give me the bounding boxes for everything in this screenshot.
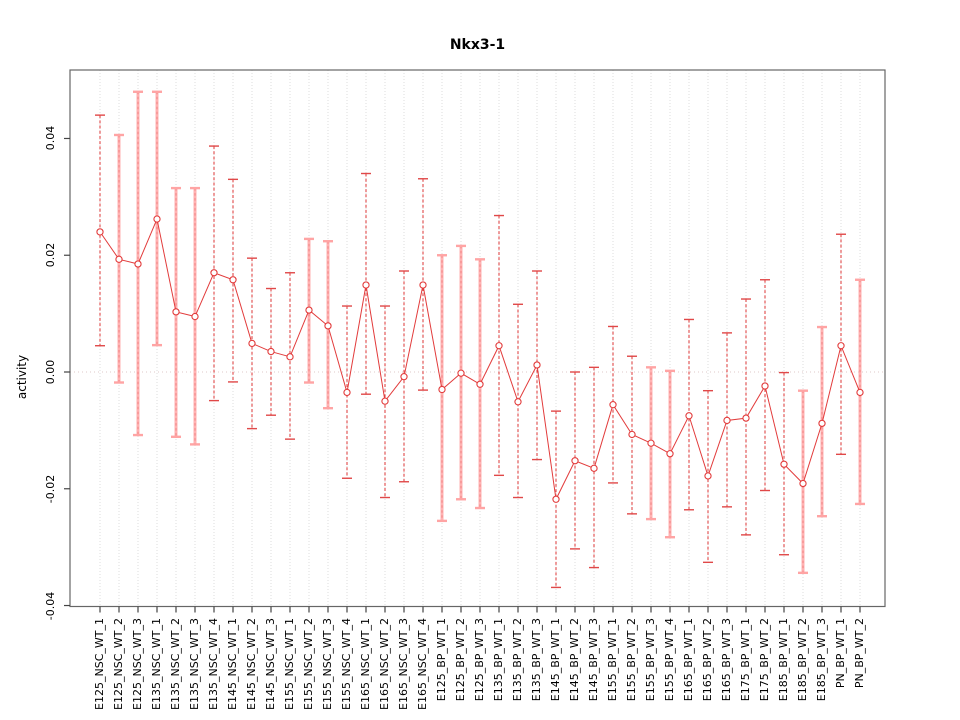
- data-point: [96, 228, 104, 236]
- data-point: [495, 342, 503, 350]
- x-axis-tick-label: E185_BP_WT_2: [796, 618, 809, 702]
- x-axis-tick-label: E155_BP_WT_3: [644, 618, 657, 702]
- x-axis-tick-label: E145_NSC_WT_2: [245, 618, 258, 710]
- data-point: [324, 322, 332, 330]
- y-axis-title: activity: [15, 354, 29, 400]
- x-axis-tick-label: E165_NSC_WT_3: [397, 618, 410, 710]
- data-point: [552, 495, 560, 503]
- x-axis-tick-label: E125_BP_WT_2: [454, 618, 467, 702]
- data-point: [704, 472, 712, 480]
- x-axis-tick-label: E125_BP_WT_3: [473, 618, 486, 702]
- data-point: [818, 419, 826, 428]
- data-point: [628, 430, 636, 439]
- data-point: [172, 308, 180, 316]
- data-point: [153, 215, 161, 223]
- data-point: [343, 388, 351, 397]
- x-axis-tick-label: E135_NSC_WT_3: [188, 618, 201, 710]
- data-point: [305, 306, 313, 314]
- x-axis-tick-label: E145_BP_WT_1: [549, 618, 562, 702]
- x-axis-tick-label: E125_NSC_WT_1: [93, 618, 106, 710]
- x-axis-tick-label: E165_BP_WT_3: [720, 618, 733, 702]
- y-axis-tick-label: -0.04: [44, 591, 57, 620]
- x-axis-tick-label: E155_BP_WT_1: [606, 618, 619, 702]
- y-axis-tick-label: -0.02: [44, 474, 57, 503]
- data-point: [723, 416, 731, 425]
- y-axis-tick-label: 0.00: [44, 359, 57, 385]
- x-axis-tick-label: PN_BP_WT_2: [853, 618, 866, 689]
- x-axis-tick-label: E125_BP_WT_1: [435, 618, 448, 702]
- x-axis-tick-label: E185_BP_WT_3: [815, 618, 828, 702]
- chart-title: Nkx3-1: [449, 37, 506, 53]
- data-point: [856, 388, 864, 397]
- x-axis-tick-label: E145_NSC_WT_3: [264, 618, 277, 710]
- y-axis-tick-label: 0.04: [44, 126, 57, 151]
- x-axis-tick-label: E165_BP_WT_1: [682, 618, 695, 702]
- data-point: [609, 401, 617, 409]
- data-point: [210, 269, 218, 277]
- data-point: [590, 464, 598, 472]
- data-point: [457, 369, 465, 377]
- data-point: [533, 361, 541, 369]
- data-point: [381, 397, 389, 405]
- x-axis-tick-label: E145_BP_WT_3: [587, 618, 600, 702]
- x-axis-tick-label: E155_NSC_WT_4: [340, 618, 353, 710]
- data-point: [476, 380, 484, 388]
- plot-frame: [69, 69, 886, 608]
- x-axis-tick-label: E135_BP_WT_3: [530, 618, 543, 702]
- data-point: [837, 342, 845, 350]
- data-point: [134, 260, 142, 268]
- x-axis-tick-label: E165_NSC_WT_4: [416, 618, 429, 710]
- data-point: [780, 460, 788, 468]
- data-point: [419, 281, 427, 289]
- x-axis-tick-label: E125_NSC_WT_3: [131, 618, 144, 710]
- x-axis-tick-label: E145_BP_WT_2: [568, 618, 581, 702]
- data-point: [742, 414, 750, 422]
- data-point: [191, 312, 199, 321]
- data-point: [666, 450, 674, 458]
- x-axis-tick-label: E175_BP_WT_1: [739, 618, 752, 702]
- data-point: [115, 255, 123, 263]
- x-axis-tick-label: E135_NSC_WT_4: [207, 618, 220, 710]
- data-point: [799, 479, 807, 488]
- y-axis-tick-label: 0.02: [44, 242, 57, 268]
- x-axis-tick-label: E125_NSC_WT_2: [112, 618, 125, 710]
- data-point: [438, 385, 446, 394]
- data-point: [571, 457, 579, 465]
- data-point: [362, 281, 370, 289]
- x-axis-tick-label: E165_NSC_WT_1: [359, 618, 372, 710]
- x-axis-tick-label: E175_BP_WT_2: [758, 618, 771, 702]
- x-axis-tick-label: E155_BP_WT_4: [663, 618, 676, 702]
- x-axis-tick-label: E155_BP_WT_2: [625, 618, 638, 702]
- data-point: [248, 339, 256, 348]
- x-axis-tick-label: E135_NSC_WT_2: [169, 618, 182, 710]
- data-point: [267, 347, 275, 356]
- data-point: [400, 373, 408, 381]
- x-axis-tick-label: E155_NSC_WT_2: [302, 618, 315, 710]
- data-point: [229, 276, 237, 284]
- x-axis-tick-label: E145_NSC_WT_1: [226, 618, 239, 710]
- data-point: [647, 439, 655, 447]
- data-point: [514, 398, 522, 406]
- x-axis-tick-label: E185_BP_WT_1: [777, 618, 790, 702]
- x-axis-tick-label: PN_BP_WT_1: [834, 618, 847, 689]
- x-axis-tick-label: E135_BP_WT_2: [511, 618, 524, 702]
- data-point: [685, 412, 693, 420]
- x-axis-tick-label: E165_NSC_WT_2: [378, 618, 391, 710]
- x-axis-tick-label: E135_BP_WT_1: [492, 618, 505, 702]
- data-point: [286, 353, 294, 361]
- x-axis-tick-label: E165_BP_WT_2: [701, 618, 714, 702]
- x-axis-tick-label: E155_NSC_WT_3: [321, 618, 334, 710]
- data-point: [761, 382, 769, 390]
- x-axis-tick-label: E135_NSC_WT_1: [150, 618, 163, 710]
- x-axis-tick-label: E155_NSC_WT_1: [283, 618, 296, 710]
